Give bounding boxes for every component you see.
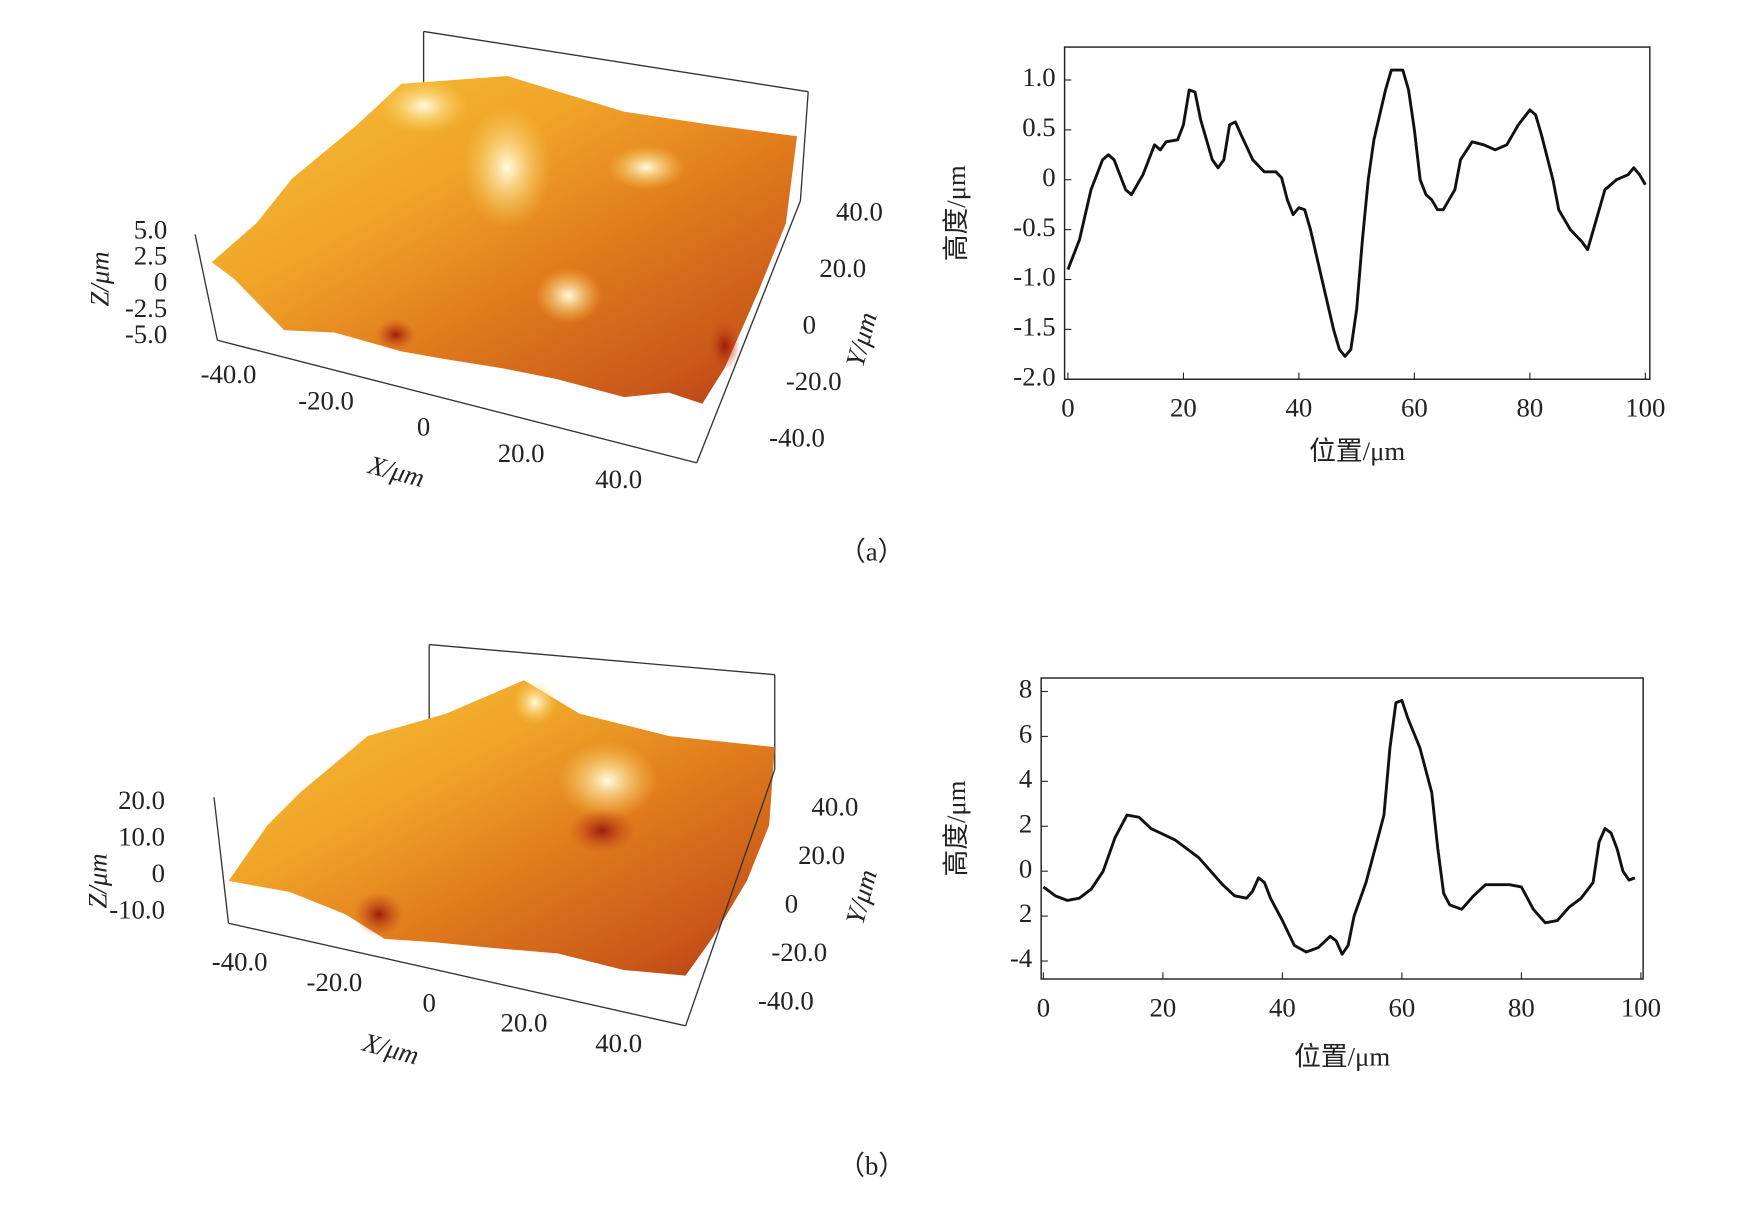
y-tick-label: 4 [1019, 763, 1032, 793]
y-tick-label: -2.0 [1013, 361, 1055, 391]
y-tick-label: 0 [1019, 853, 1032, 883]
y-axis-label: 高度/μm [941, 780, 971, 876]
x-tick-label: 40.0 [595, 464, 642, 494]
z-tick-label: 20.0 [118, 785, 165, 815]
panel-caption: （b） [838, 1151, 905, 1181]
x-tick-label: 0 [1037, 992, 1050, 1022]
axis-label: X/μm [359, 1027, 422, 1071]
x-tick-label: 20 [1150, 992, 1177, 1022]
x-tick-label: 0 [1061, 393, 1074, 423]
x-tick-label: -20.0 [307, 967, 363, 997]
x-tick-label: 0 [417, 412, 430, 442]
y-tick-label: -40.0 [758, 986, 814, 1016]
x-tick-label: 40 [1269, 992, 1296, 1022]
z-tick-label: 2.5 [134, 240, 167, 270]
y-axis-label: 高度/μm [941, 165, 971, 261]
y-tick-label: 6 [1019, 719, 1032, 749]
y-tick-label: 20.0 [798, 840, 845, 870]
axis-label: Y/μm [840, 309, 883, 370]
y-tick-label: 0 [785, 889, 798, 919]
axis-label: X/μm [364, 449, 427, 493]
z-tick-label: 10.0 [118, 821, 165, 851]
y-tick-label: 40.0 [836, 196, 883, 226]
x-tick-label: 40 [1286, 393, 1313, 423]
y-tick-label: 2 [1019, 898, 1032, 928]
x-tick-label: 20.0 [501, 1008, 548, 1038]
plot-frame [1063, 46, 1651, 380]
y-tick-label: 0.5 [1022, 112, 1055, 142]
surface-a [194, 30, 809, 464]
y-tick-label: 0 [1042, 162, 1055, 192]
y-tick-label: 20.0 [819, 253, 866, 283]
y-tick-label: 0 [803, 310, 816, 340]
y-tick-label: -1.0 [1013, 262, 1055, 292]
axis-label: Z/μm [85, 251, 115, 306]
z-tick-label: -10.0 [109, 894, 165, 924]
y-tick-label: 8 [1019, 674, 1032, 704]
y-tick-label: -4 [1010, 943, 1032, 973]
y-tick-label: -40.0 [769, 423, 825, 453]
z-tick-label: -2.5 [125, 293, 167, 323]
x-tick-label: 100 [1625, 393, 1665, 423]
y-tick-label: -20.0 [771, 937, 827, 967]
profile-line [1066, 68, 1647, 358]
surface-b [213, 643, 776, 1027]
x-tick-label: 60 [1389, 992, 1416, 1022]
x-tick-label: -40.0 [201, 359, 257, 389]
x-tick-label: 20 [1170, 393, 1197, 423]
plot-frame [1040, 677, 1644, 980]
y-tick-label: -1.5 [1013, 312, 1055, 342]
y-tick-label: 1.0 [1022, 62, 1055, 92]
y-tick-label: -20.0 [786, 366, 842, 396]
x-axis-label: 位置/μm [1294, 1041, 1390, 1071]
x-tick-label: 60 [1401, 393, 1428, 423]
x-tick-label: 0 [422, 987, 435, 1017]
x-tick-label: 80 [1508, 992, 1535, 1022]
x-tick-label: -40.0 [212, 947, 268, 977]
x-tick-label: 80 [1516, 393, 1543, 423]
x-axis-label: 位置/μm [1309, 436, 1405, 466]
y-tick-label: 2 [1019, 808, 1032, 838]
axis-label: Z/μm [82, 853, 112, 908]
profile-line [1042, 698, 1636, 956]
axis-label: Y/μm [840, 866, 883, 927]
z-tick-label: 0 [154, 267, 167, 297]
z-tick-label: 5.0 [134, 214, 167, 244]
x-tick-label: 100 [1621, 992, 1661, 1022]
y-tick-label: -0.5 [1013, 212, 1055, 242]
panel-caption: （a） [839, 536, 904, 566]
z-tick-label: 0 [152, 858, 165, 888]
x-tick-label: -20.0 [298, 385, 354, 415]
z-tick-label: -5.0 [125, 319, 167, 349]
y-tick-label: 40.0 [812, 792, 859, 822]
x-tick-label: 20.0 [498, 438, 545, 468]
x-tick-label: 40.0 [595, 1028, 642, 1058]
